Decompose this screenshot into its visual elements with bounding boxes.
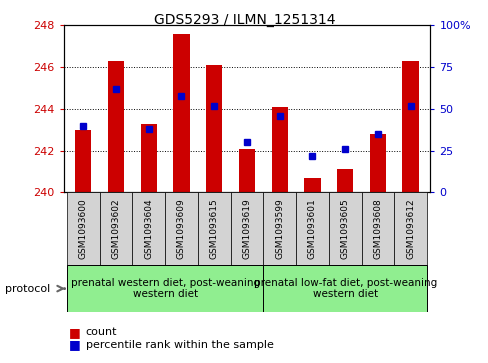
Text: GSM1093599: GSM1093599 <box>275 198 284 259</box>
Bar <box>100 192 132 265</box>
Text: GSM1093615: GSM1093615 <box>209 198 218 259</box>
Bar <box>263 265 426 312</box>
Text: ■: ■ <box>68 326 80 339</box>
Bar <box>328 192 361 265</box>
Text: GSM1093604: GSM1093604 <box>144 198 153 259</box>
Text: GSM1093608: GSM1093608 <box>373 198 382 259</box>
Text: GSM1093601: GSM1093601 <box>307 198 316 259</box>
Bar <box>75 130 91 192</box>
Bar <box>336 170 353 192</box>
Bar <box>230 192 263 265</box>
Text: GSM1093602: GSM1093602 <box>111 198 120 259</box>
Text: GSM1093609: GSM1093609 <box>177 198 185 259</box>
Bar <box>140 123 157 192</box>
Bar <box>198 192 230 265</box>
Bar <box>107 61 124 192</box>
Text: GSM1093600: GSM1093600 <box>79 198 87 259</box>
Bar <box>304 178 320 192</box>
Bar <box>295 192 328 265</box>
Text: percentile rank within the sample: percentile rank within the sample <box>85 340 273 350</box>
Text: prenatal western diet, post-weaning
western diet: prenatal western diet, post-weaning west… <box>70 278 259 299</box>
Bar <box>238 148 255 192</box>
Bar <box>205 65 222 192</box>
Bar <box>361 192 393 265</box>
Text: GDS5293 / ILMN_1251314: GDS5293 / ILMN_1251314 <box>153 13 335 27</box>
Bar <box>263 192 295 265</box>
Text: GSM1093619: GSM1093619 <box>242 198 251 259</box>
Text: ■: ■ <box>68 338 80 351</box>
Text: prenatal low-fat diet, post-weaning
western diet: prenatal low-fat diet, post-weaning west… <box>253 278 436 299</box>
Text: protocol: protocol <box>5 284 50 294</box>
Bar <box>393 192 426 265</box>
Bar <box>369 134 386 192</box>
Bar <box>132 192 165 265</box>
Bar <box>67 192 100 265</box>
Text: GSM1093605: GSM1093605 <box>340 198 349 259</box>
Text: count: count <box>85 327 117 337</box>
Bar <box>165 192 198 265</box>
Text: GSM1093612: GSM1093612 <box>406 198 414 259</box>
Bar <box>173 34 189 192</box>
Bar <box>402 61 418 192</box>
Bar <box>271 107 287 192</box>
Bar <box>67 265 263 312</box>
